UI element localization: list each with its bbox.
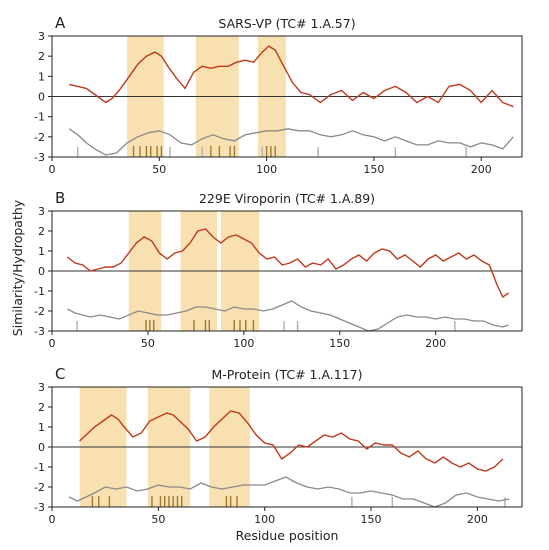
x-tick-label: 0 bbox=[49, 513, 56, 526]
x-tick-label: 50 bbox=[141, 337, 155, 350]
y-tick-label: 1 bbox=[38, 245, 45, 258]
y-tick-label: 0 bbox=[38, 91, 45, 104]
x-tick-label: 100 bbox=[233, 337, 254, 350]
y-axis-label: Similarity/Hydropathy bbox=[10, 199, 25, 336]
x-tick-label: 200 bbox=[467, 513, 488, 526]
x-axis-label: Residue position bbox=[236, 528, 339, 543]
y-tick-label: -2 bbox=[34, 305, 45, 318]
panel-letter: C bbox=[55, 365, 65, 383]
x-tick-label: 50 bbox=[152, 163, 166, 176]
x-tick-label: 150 bbox=[361, 513, 382, 526]
y-tick-label: 3 bbox=[38, 205, 45, 218]
hydropathy-line bbox=[69, 45, 514, 108]
y-tick-label: -2 bbox=[34, 481, 45, 494]
panel-229e-viroporin: -3 -2 -1 0 1 2 3 0 50 100 150 200 229E Viroporin (TC… bbox=[34, 189, 523, 350]
x-tick-label: 200 bbox=[425, 337, 446, 350]
panel-title: SARS-VP (TC# 1.A.57) bbox=[218, 16, 355, 31]
x-tick-label: 200 bbox=[471, 163, 492, 176]
y-tick-label: 1 bbox=[38, 421, 45, 434]
y-tick-label: -1 bbox=[34, 111, 45, 124]
panel-title: M-Protein (TC# 1.A.117) bbox=[211, 367, 362, 382]
y-tick-label: 2 bbox=[38, 50, 45, 63]
panel-m-protein: -3 -2 -1 0 1 2 3 0 50 100 150 200 M-Protein (TC# 1.A… bbox=[34, 365, 523, 526]
panel-letter: A bbox=[55, 14, 66, 32]
y-tick-label: 0 bbox=[38, 441, 45, 454]
y-tick-label: 3 bbox=[38, 381, 45, 394]
x-tick-label: 150 bbox=[363, 163, 384, 176]
y-tick-label: 0 bbox=[38, 265, 45, 278]
panel-sars-vp: -3 -2 -1 0 1 2 3 0 50 100 150 200 SARS-VP (TC# 1.A.5… bbox=[34, 14, 523, 176]
similarity-line bbox=[68, 476, 510, 508]
x-tick-label: 50 bbox=[151, 513, 165, 526]
x-tick-label: 150 bbox=[329, 337, 350, 350]
similarity-line bbox=[68, 128, 514, 156]
y-tick-label: -2 bbox=[34, 131, 45, 144]
y-tick-label: -1 bbox=[34, 285, 45, 298]
hydropathy-line bbox=[66, 228, 509, 299]
panel-letter: B bbox=[55, 189, 65, 207]
similarity-line bbox=[67, 300, 509, 332]
y-tick-label: 3 bbox=[38, 30, 45, 43]
y-tick-label: -3 bbox=[34, 325, 45, 338]
y-tick-label: 2 bbox=[38, 225, 45, 238]
y-tick-label: -3 bbox=[34, 501, 45, 514]
x-tick-label: 0 bbox=[49, 337, 56, 350]
y-tick-label: 1 bbox=[38, 70, 45, 83]
hydropathy-line bbox=[79, 410, 504, 472]
y-tick-label: -3 bbox=[34, 151, 45, 164]
x-tick-label: 0 bbox=[49, 163, 56, 176]
panel-title: 229E Viroporin (TC# 1.A.89) bbox=[199, 191, 375, 206]
x-tick-label: 100 bbox=[256, 163, 277, 176]
x-tick-label: 100 bbox=[254, 513, 275, 526]
y-tick-label: 2 bbox=[38, 401, 45, 414]
y-tick-label: -1 bbox=[34, 461, 45, 474]
